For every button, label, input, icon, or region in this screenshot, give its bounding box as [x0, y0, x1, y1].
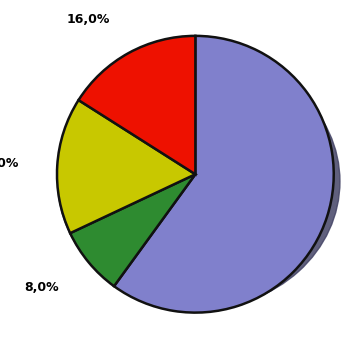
Wedge shape	[78, 36, 195, 174]
Ellipse shape	[58, 54, 340, 309]
Text: 16,0%: 16,0%	[67, 13, 110, 26]
Text: 8,0%: 8,0%	[24, 281, 59, 294]
Wedge shape	[114, 36, 334, 313]
Text: 16,0%: 16,0%	[0, 157, 19, 170]
Wedge shape	[57, 100, 195, 233]
Wedge shape	[70, 174, 195, 286]
